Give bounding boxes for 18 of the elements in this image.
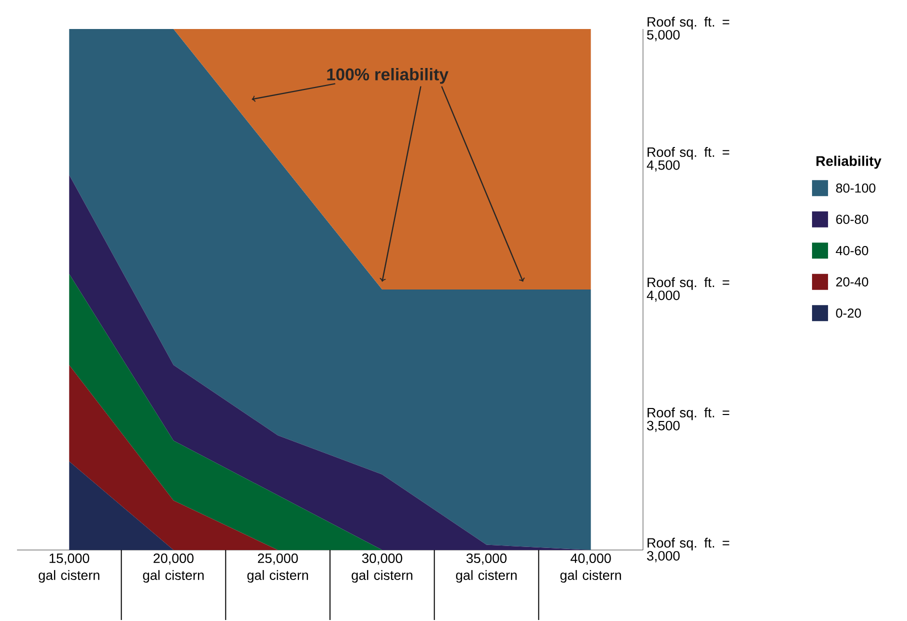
y-tick-label: Roof sq. ft. = 5,000	[647, 16, 730, 42]
x-tick-label: 35,000 gal cistern	[456, 554, 517, 583]
x-tick-label: 15,000 gal cistern	[38, 554, 100, 583]
legend-label: 0-20	[836, 308, 861, 318]
x-tick-label: 30,000 gal cistern	[352, 554, 412, 583]
y-tick-label: Roof sq. ft. = 4,500	[646, 147, 730, 172]
y-tick-label: Roof sq. ft. = 3,000	[647, 538, 730, 562]
x-tick-label: 25,000 gal cistern	[247, 554, 308, 583]
x-tick-label: 20,000 gal cistern	[143, 554, 204, 583]
legend-title: Reliability	[816, 156, 882, 169]
y-tick-label: Roof sq. ft. = 3,500	[647, 408, 730, 432]
legend-label: 20-40	[836, 277, 868, 286]
y-tick-label: Roof sq. ft. = 4,000	[646, 277, 730, 302]
legend-label: 60-80	[836, 214, 868, 224]
x-tick-label: 40,000 gal cistern	[560, 554, 621, 583]
legend-label: 80-100	[836, 183, 876, 193]
legend-label: 40-60	[836, 246, 868, 256]
annotation: 100% reliability	[327, 68, 448, 84]
